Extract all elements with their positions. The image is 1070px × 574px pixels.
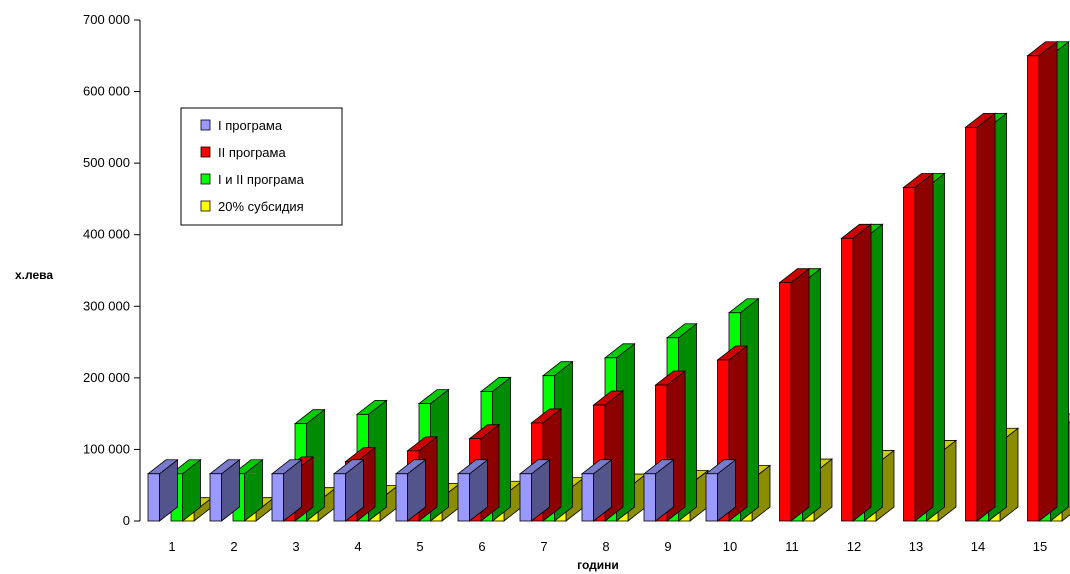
x-tick-label: 6 bbox=[478, 539, 485, 554]
x-tick-label: 11 bbox=[785, 539, 799, 554]
bar-front bbox=[147, 473, 160, 522]
bar-front bbox=[333, 473, 346, 522]
bar bbox=[704, 458, 737, 522]
bar bbox=[518, 458, 551, 522]
bar-front bbox=[841, 237, 854, 522]
bar-front bbox=[209, 473, 222, 522]
bar bbox=[902, 172, 935, 522]
y-tick-label: 0 bbox=[123, 513, 130, 528]
bar-side bbox=[852, 223, 872, 522]
x-tick-label: 8 bbox=[602, 539, 609, 554]
x-tick-label: 4 bbox=[354, 539, 361, 554]
x-tick-label: 5 bbox=[416, 539, 423, 554]
x-tick-label: 10 bbox=[723, 539, 737, 554]
y-tick-label: 100 000 bbox=[83, 441, 130, 456]
x-tick-label: 3 bbox=[292, 539, 299, 554]
bar-side bbox=[976, 112, 996, 522]
legend-entry: I и II програма bbox=[218, 172, 305, 187]
y-tick-label: 200 000 bbox=[83, 370, 130, 385]
bar-front bbox=[581, 473, 594, 522]
x-tick-label: 13 bbox=[909, 539, 923, 554]
bar-front bbox=[717, 359, 730, 522]
bar bbox=[840, 223, 873, 522]
bar-side bbox=[790, 267, 810, 522]
x-tick-label: 14 bbox=[971, 539, 985, 554]
y-tick-label: 300 000 bbox=[83, 298, 130, 313]
bar-front bbox=[705, 473, 718, 522]
x-tick-label: 2 bbox=[230, 539, 237, 554]
bar-front bbox=[965, 126, 978, 522]
axes: 0 100 000 200 000 300 000 400 000 500 000 600 … bbox=[83, 12, 1047, 554]
legend-swatch bbox=[200, 200, 211, 212]
bar-front bbox=[779, 282, 792, 522]
y-tick-label: 500 000 bbox=[83, 155, 130, 170]
bar bbox=[146, 458, 179, 522]
bar bbox=[456, 458, 489, 522]
bar-side bbox=[914, 172, 934, 522]
x-tick-label: 1 bbox=[168, 539, 175, 554]
x-tick-label: 15 bbox=[1033, 539, 1047, 554]
bar bbox=[778, 267, 811, 522]
bar bbox=[270, 458, 303, 522]
bar-front bbox=[271, 473, 284, 522]
bar-front bbox=[395, 473, 408, 522]
x-tick-label: 7 bbox=[540, 539, 547, 554]
bar bbox=[332, 458, 365, 522]
legend-swatch bbox=[200, 173, 211, 185]
bar bbox=[642, 458, 675, 522]
legend: I програма II програма I и II програма 20% … bbox=[180, 107, 343, 226]
bar-front bbox=[643, 473, 656, 522]
y-tick-label: 700 000 bbox=[83, 12, 130, 27]
legend-swatch bbox=[200, 119, 211, 131]
legend-swatch bbox=[200, 146, 211, 158]
bar-front bbox=[655, 384, 668, 522]
bar bbox=[394, 458, 427, 522]
bar-front bbox=[1027, 55, 1040, 522]
bar-front bbox=[457, 473, 470, 522]
bars bbox=[146, 40, 1070, 522]
bar-side bbox=[1038, 40, 1058, 522]
legend-entry: I програма bbox=[218, 118, 283, 133]
y-tick-label: 600 000 bbox=[83, 84, 130, 99]
bar-front bbox=[903, 187, 916, 522]
legend-entry: 20% субсидия bbox=[218, 199, 304, 214]
bar bbox=[208, 458, 241, 522]
y-tick-label: 400 000 bbox=[83, 227, 130, 242]
bar bbox=[580, 458, 613, 522]
legend-entry: II програма bbox=[218, 145, 286, 160]
bar-front bbox=[519, 473, 532, 522]
x-tick-label: 9 bbox=[664, 539, 671, 554]
bar bbox=[1026, 40, 1059, 522]
x-axis-title: години bbox=[577, 558, 619, 572]
x-tick-label: 12 bbox=[847, 539, 861, 554]
bar bbox=[964, 112, 997, 522]
y-axis-title: х.лева bbox=[15, 268, 53, 282]
